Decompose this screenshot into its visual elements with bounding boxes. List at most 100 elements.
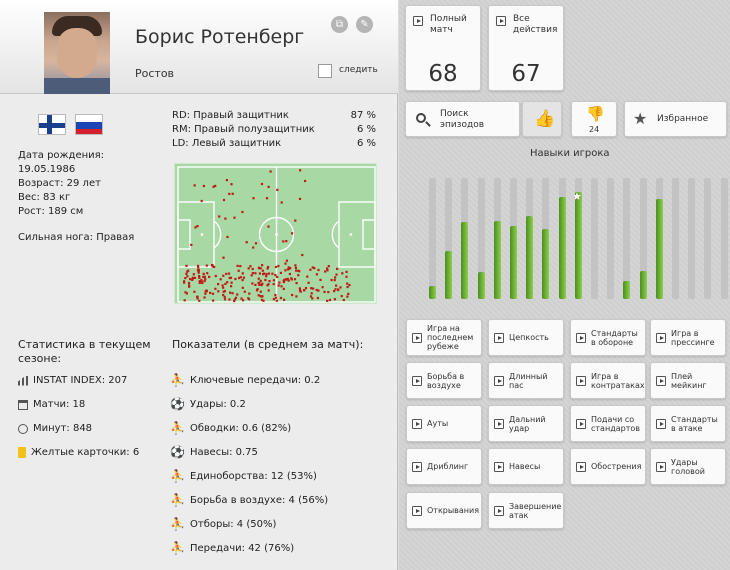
cross-icon: ⚽ [170, 445, 185, 459]
skill-button[interactable]: Игра в контратаках [570, 362, 646, 399]
shot-icon: ⚽ [170, 397, 185, 411]
player-age: Возраст: 29 лет [18, 178, 101, 189]
player-avatar [44, 12, 110, 94]
skill-button[interactable]: Дальний удар [488, 405, 564, 442]
favorites-label: Избранное [657, 114, 709, 124]
full-match-count: 68 [428, 61, 458, 87]
pitch-drawing [177, 166, 376, 303]
metric-text: Ключевые передачи: 0.2 [190, 374, 321, 386]
star-icon: ★ [633, 109, 648, 128]
play-icon [412, 333, 422, 343]
search-handle [425, 121, 431, 127]
skill-button-label: Дальний удар [509, 414, 546, 433]
season-stat-text: Желтые карточки: 6 [31, 447, 140, 458]
season-stat-text: INSTAT INDEX: 207 [33, 375, 128, 386]
all-actions-card[interactable]: Все действия 67 [488, 5, 564, 91]
skill-level-fill [510, 226, 517, 299]
skill-button-label: Игра на последнем рубеже [427, 324, 474, 351]
skill-button-label: Игра в контратаках [591, 371, 645, 390]
skill-level-bar [429, 178, 436, 299]
metric-row: ⛹ Передачи: 42 (76%) [170, 541, 294, 555]
skill-button-label: Ауты [427, 419, 449, 428]
metric-row: ⚽ Удары: 0.2 [170, 397, 246, 411]
skill-level-bar [607, 178, 614, 299]
pass-icon: ⛹ [170, 541, 185, 555]
bar-chart-icon [18, 375, 28, 386]
skill-level-bar [656, 178, 663, 299]
metrics-title: Показатели (в среднем за матч): [172, 338, 364, 351]
skill-button[interactable]: Подачи со стандартов [570, 405, 646, 442]
player-name: Борис Ротенберг [135, 26, 305, 48]
dribble-icon: ⛹ [170, 421, 185, 435]
comment-icon[interactable]: ✎ [356, 16, 373, 33]
skill-button-label: Подачи со стандартов [591, 414, 640, 433]
thumbs-down-icon: 👎 [586, 105, 605, 123]
search-episodes-label: Поиск эпизодов [440, 109, 484, 130]
metric-row: ⛹ Ключевые передачи: 0.2 [170, 373, 320, 387]
skill-level-bar [672, 178, 679, 299]
position-value: 6 % [356, 138, 376, 149]
skill-level-bar [461, 178, 468, 299]
skill-button-label: Цепкость [509, 333, 549, 342]
skill-button[interactable]: Ауты [406, 405, 482, 442]
player-profile-panel: Борис Ротенберг Ростов ⧉ ✎ следить Дата … [0, 0, 398, 570]
metric-row: ⚽ Навесы: 0.75 [170, 445, 258, 459]
skill-button[interactable]: Плей мейкинг [650, 362, 726, 399]
skill-level-bar [704, 178, 711, 299]
play-icon [494, 462, 504, 472]
action-heatmap-pitch [174, 163, 377, 304]
skill-level-bar [526, 178, 533, 299]
player-height: Рост: 189 см [18, 206, 84, 217]
skill-button[interactable]: Удары головой [650, 448, 726, 485]
compare-icon[interactable]: ⧉ [331, 16, 348, 33]
season-stat: INSTAT INDEX: 207 [18, 375, 127, 386]
skill-button[interactable]: Обострения [570, 448, 646, 485]
all-actions-count: 67 [511, 61, 541, 87]
favorites-button[interactable]: ★ Избранное [624, 101, 727, 137]
skill-button[interactable]: Борьба в воздухе [406, 362, 482, 399]
skill-button[interactable]: Игра в прессинге [650, 319, 726, 356]
dislike-button[interactable]: 👎 24 [571, 101, 617, 137]
season-stat-text: Матчи: 18 [33, 399, 86, 410]
metric-text: Единоборства: 12 (53%) [190, 470, 317, 482]
skill-button[interactable]: Игра на последнем рубеже [406, 319, 482, 356]
metric-row: ⛹ Обводки: 0.6 (82%) [170, 421, 291, 435]
dislike-count: 24 [589, 125, 600, 134]
skill-button[interactable]: Дриблинг [406, 448, 482, 485]
matches-icon [18, 399, 28, 410]
skill-level-fill [478, 272, 485, 299]
skill-level-bar [494, 178, 501, 299]
metric-row: ⛹ Отборы: 4 (50%) [170, 517, 276, 531]
play-icon [413, 16, 423, 26]
play-icon [576, 333, 586, 343]
play-icon [576, 462, 586, 472]
skill-button[interactable]: Открывания [406, 492, 482, 529]
skill-level-fill [575, 192, 582, 299]
skill-button[interactable]: Стандарты в обороне [570, 319, 646, 356]
play-icon [496, 16, 506, 26]
skill-level-bar [721, 178, 728, 299]
all-actions-label: Все действия [513, 14, 558, 35]
skill-button[interactable]: Цепкость [488, 319, 564, 356]
skill-button-label: Навесы [509, 462, 541, 471]
flag-russia-icon [75, 114, 103, 135]
skill-button-label: Стандарты в атаке [671, 414, 718, 433]
aerial-duel-icon: ⛹ [170, 493, 185, 507]
like-button[interactable]: 👍 [522, 101, 562, 137]
skill-level-bar [623, 178, 630, 299]
player-foot: Сильная нога: Правая [18, 232, 135, 243]
full-match-card[interactable]: Полный матч 68 [405, 5, 481, 91]
skill-button[interactable]: Стандарты в атаке [650, 405, 726, 442]
season-stat: Минут: 848 [18, 423, 92, 434]
follow-checkbox[interactable] [318, 64, 332, 78]
skill-level-fill [445, 251, 452, 299]
skill-level-fill [656, 199, 663, 299]
player-club[interactable]: Ростов [135, 67, 175, 80]
search-episodes-button[interactable]: Поиск эпизодов [405, 101, 520, 137]
skill-level-fill [526, 216, 533, 299]
play-icon [412, 462, 422, 472]
skill-button[interactable]: Завершение атак [488, 492, 564, 529]
skill-button[interactable]: Длинный пас [488, 362, 564, 399]
skill-button[interactable]: Навесы [488, 448, 564, 485]
skill-button-label: Борьба в воздухе [427, 371, 465, 390]
